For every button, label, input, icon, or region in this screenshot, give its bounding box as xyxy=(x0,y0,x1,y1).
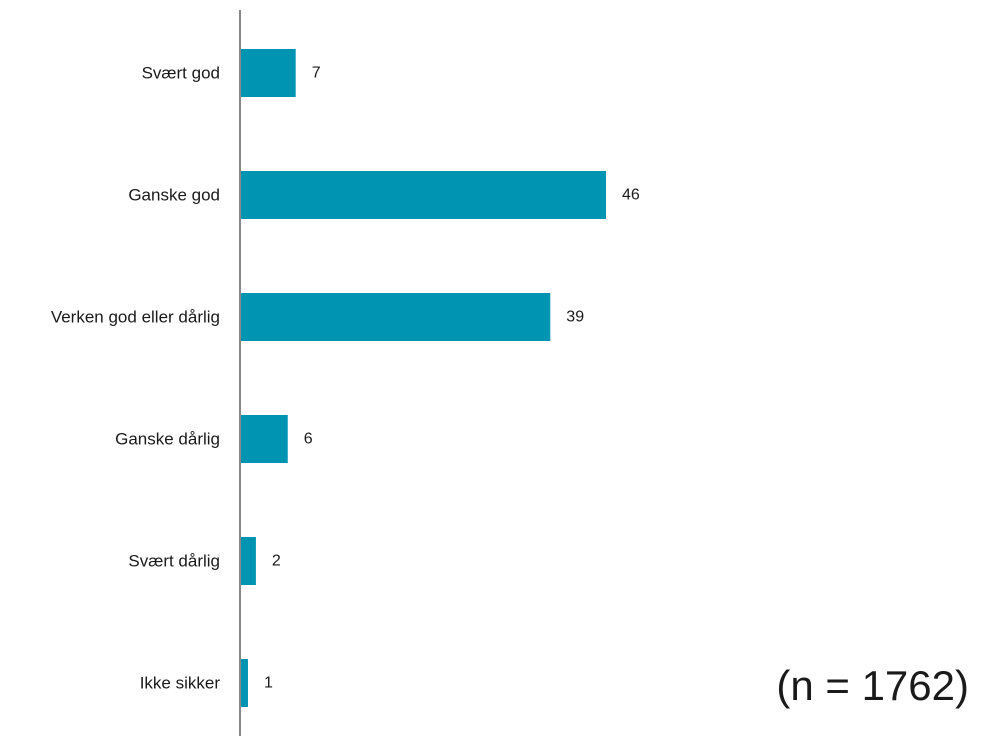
category-label: Ganske god xyxy=(128,186,220,205)
category-label: Svært god xyxy=(142,64,220,83)
category-label: Verken god eller dårlig xyxy=(51,308,220,327)
bar-1 xyxy=(240,49,296,97)
value-label: 39 xyxy=(566,309,584,326)
value-label: 46 xyxy=(622,187,640,204)
value-label: 2 xyxy=(272,553,281,570)
value-labels-group: 7 46 39 6 2 1 xyxy=(264,65,640,692)
value-label: 7 xyxy=(312,65,321,82)
sample-size-note: (n = 1762) xyxy=(776,662,969,709)
bar-2 xyxy=(240,171,606,219)
value-label: 1 xyxy=(264,675,273,692)
category-label: Svært dårlig xyxy=(128,552,220,571)
category-label: Ganske dårlig xyxy=(115,430,220,449)
bar-4 xyxy=(240,415,288,463)
bar-3 xyxy=(240,293,551,341)
bar-6 xyxy=(240,659,248,707)
bars-group xyxy=(240,49,606,707)
category-label: Ikke sikker xyxy=(140,674,221,693)
bar-5 xyxy=(240,537,256,585)
category-labels-group: Svært god Ganske god Verken god eller dårl… xyxy=(51,64,221,693)
value-label: 6 xyxy=(304,431,313,448)
